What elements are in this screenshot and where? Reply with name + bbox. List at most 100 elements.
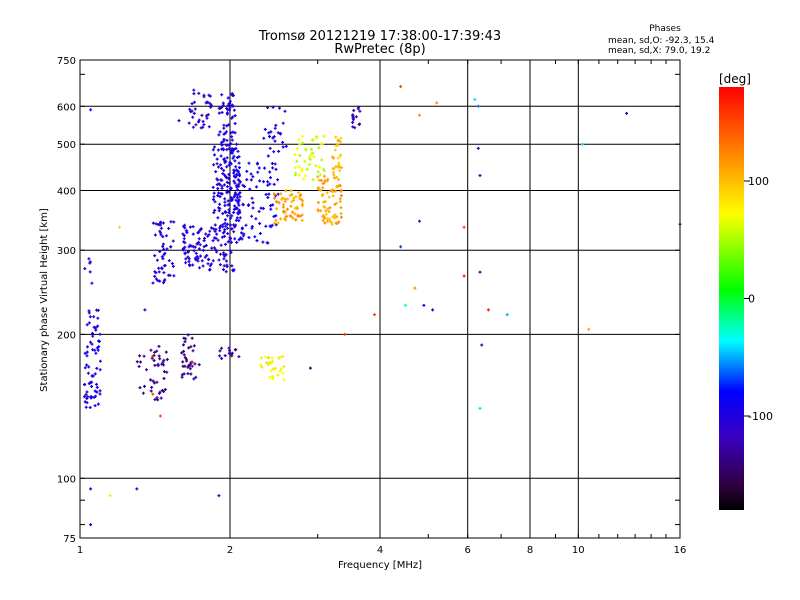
data-point (279, 367, 283, 371)
data-point (227, 346, 231, 350)
data-point (240, 231, 243, 235)
data-point (191, 225, 195, 229)
data-point (96, 324, 100, 328)
data-point (243, 185, 246, 188)
data-point (338, 184, 342, 188)
data-point (206, 257, 210, 261)
data-point (153, 254, 157, 258)
data-point (336, 185, 340, 188)
x-tick-label: 2 (227, 545, 233, 556)
data-point (281, 371, 285, 375)
data-point (212, 227, 216, 231)
data-point (281, 145, 285, 149)
data-point (220, 167, 224, 170)
data-point (165, 358, 169, 361)
colorbar-tick-label: -100 (748, 410, 773, 423)
data-point (251, 175, 255, 179)
data-point (256, 162, 259, 166)
data-point (85, 350, 89, 354)
data-point (220, 143, 224, 147)
data-point (223, 354, 227, 358)
data-point (135, 360, 139, 364)
data-point (279, 217, 283, 221)
data-point (268, 135, 271, 138)
stats-line-x: mean, sd,X: 79.0, 19.2 (608, 46, 710, 56)
data-point (352, 109, 356, 112)
data-point (98, 339, 101, 343)
data-point (230, 103, 234, 107)
data-point (248, 187, 252, 191)
data-point (271, 105, 275, 109)
data-point (293, 212, 297, 216)
data-point (218, 349, 222, 353)
data-point (165, 234, 168, 238)
data-point (162, 390, 166, 393)
data-point (270, 223, 274, 227)
data-point (276, 373, 280, 377)
data-point (229, 223, 233, 227)
data-point (505, 313, 509, 317)
data-point (315, 136, 318, 140)
data-point (274, 218, 278, 222)
data-point (297, 165, 301, 169)
data-point (220, 235, 224, 239)
data-point (269, 207, 273, 211)
data-point (96, 316, 100, 320)
data-point (230, 135, 234, 139)
y-axis-label: Stationary phase Virtual Height [km] (39, 208, 50, 392)
data-point (249, 172, 253, 176)
data-point (216, 187, 220, 190)
data-point (188, 367, 192, 371)
data-point (237, 203, 241, 207)
data-point (240, 227, 244, 231)
data-point (233, 159, 237, 163)
data-point (211, 239, 215, 243)
data-point (223, 254, 227, 258)
plot-grid (80, 60, 680, 538)
data-point (314, 164, 318, 168)
data-point (255, 185, 258, 189)
data-point (316, 170, 320, 174)
data-point (138, 386, 142, 390)
data-point (225, 111, 229, 115)
data-point (330, 222, 334, 226)
data-point (300, 219, 304, 222)
data-point (480, 343, 484, 347)
data-point (310, 138, 314, 142)
data-point (222, 132, 226, 136)
data-point (462, 274, 466, 278)
data-point (251, 206, 255, 210)
data-point (232, 147, 236, 151)
data-point (83, 383, 86, 387)
data-point (230, 92, 234, 96)
data-point (88, 406, 92, 409)
data-point (294, 195, 298, 199)
data-point (217, 258, 221, 262)
data-point (212, 246, 216, 250)
data-point (323, 221, 327, 225)
data-point (325, 179, 329, 183)
data-point (205, 114, 208, 118)
data-point (188, 107, 192, 111)
data-point (232, 154, 236, 158)
data-point (323, 216, 326, 220)
data-point (156, 279, 160, 283)
data-point (209, 226, 213, 230)
data-point (202, 245, 206, 249)
data-point (90, 385, 94, 388)
data-point (95, 390, 99, 394)
data-point (160, 266, 164, 270)
data-point (353, 126, 357, 130)
data-point (206, 100, 210, 104)
data-point (203, 255, 207, 259)
data-point (212, 211, 216, 215)
data-point (357, 105, 361, 109)
data-point (267, 131, 271, 135)
data-point (237, 155, 241, 159)
colorbar-ticks: 100 0 -100 (744, 175, 773, 423)
data-point (202, 239, 206, 243)
data-point (305, 167, 309, 171)
data-point (351, 113, 355, 117)
data-point (154, 222, 158, 226)
data-point (289, 204, 293, 208)
